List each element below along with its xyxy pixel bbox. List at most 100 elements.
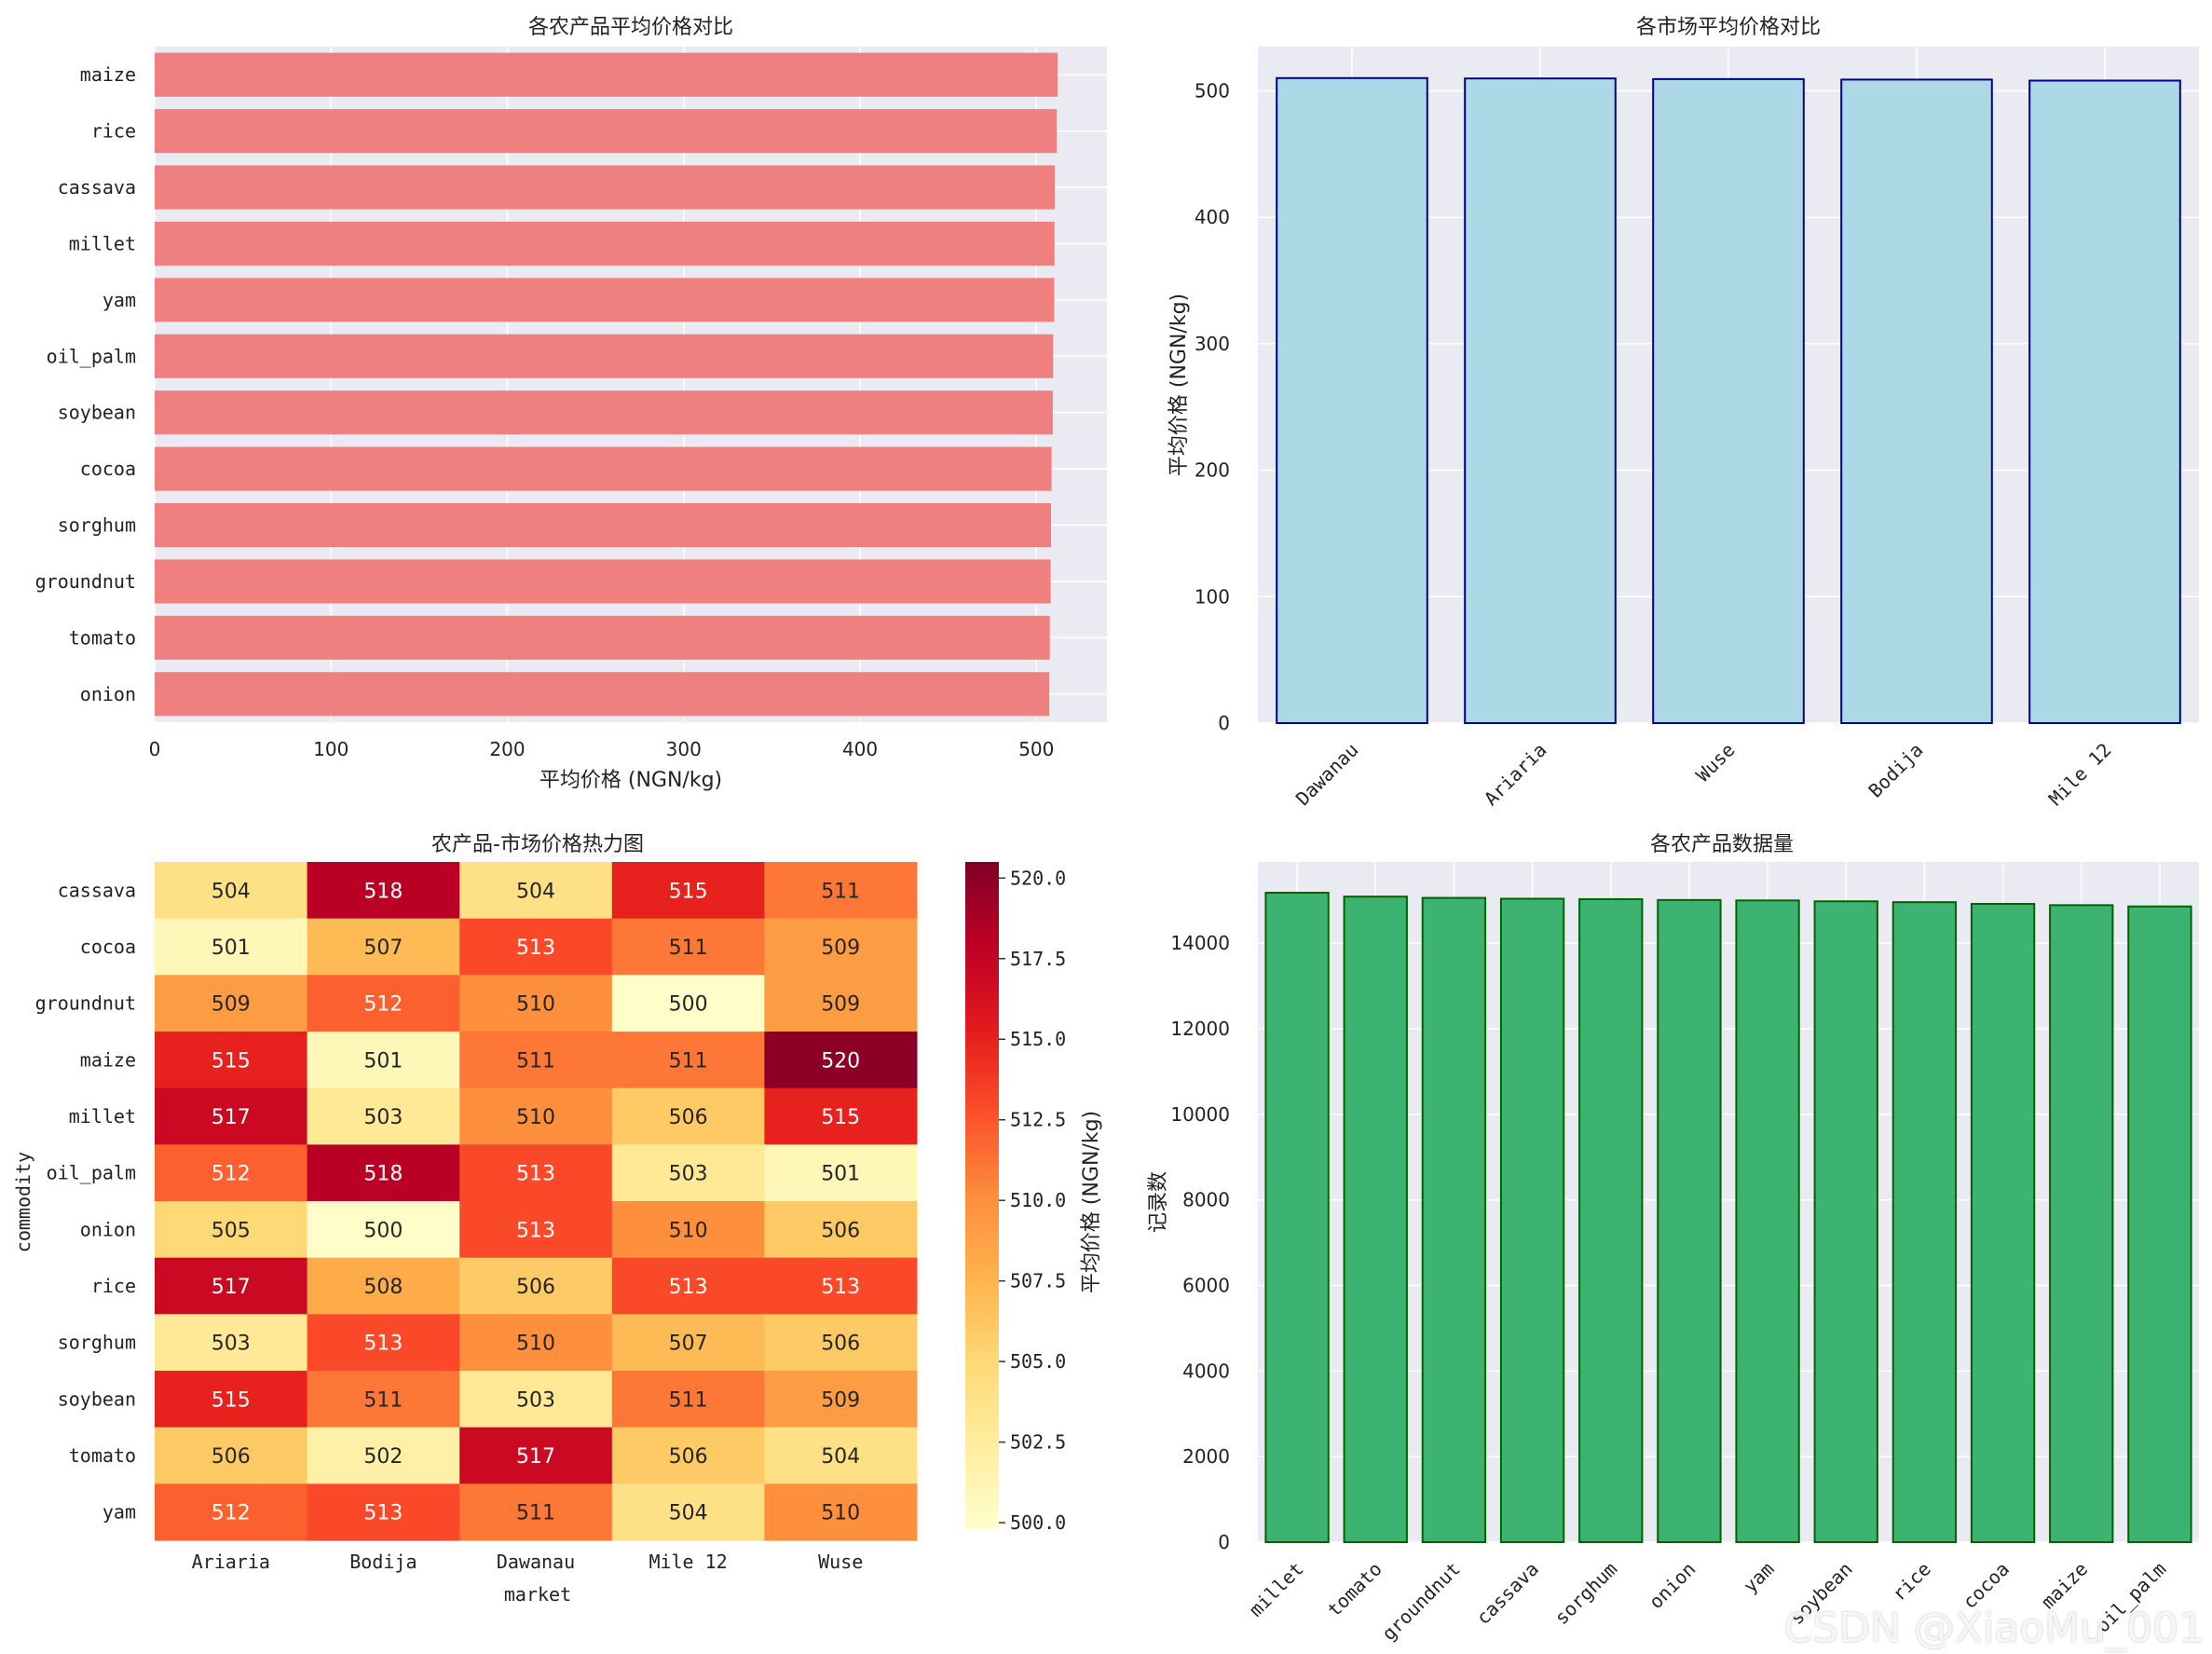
cell-value-label: 511 (669, 1049, 708, 1073)
heatmap-cell (459, 1201, 613, 1259)
heatmap-cell (459, 1144, 613, 1202)
cell-value-label: 509 (821, 993, 860, 1017)
x-tick-label: Mile 12 (649, 1551, 727, 1573)
cell-value-label: 515 (212, 1388, 251, 1412)
y-tick-label: maize (80, 63, 136, 86)
chart-title: 各市场平均价格对比 (1636, 16, 1821, 39)
heatmap-cell (459, 918, 613, 976)
heatmap-cell (155, 1257, 308, 1315)
cell-value-label: 518 (363, 1163, 403, 1186)
y-tick-label: millet (69, 232, 136, 254)
heatmap-cell (155, 1201, 308, 1259)
cell-value-label: 503 (516, 1388, 555, 1412)
cell-value-label: 506 (821, 1333, 860, 1356)
x-tick-label: Dawanau (1291, 739, 1363, 811)
bar-cocoa (1970, 902, 2036, 1543)
y-tick-label: 2000 (1182, 1445, 1230, 1468)
y-axis-label: 记录数 (1147, 1171, 1170, 1233)
bar-oil_palm (2127, 905, 2192, 1543)
bar-groundnut (155, 559, 1051, 604)
y-tick-label: rice (91, 120, 136, 143)
cell-value-label: 500 (669, 993, 708, 1017)
y-tick-label: onion (80, 1218, 136, 1240)
y-tick-label: 300 (1195, 333, 1230, 355)
heatmap-cell (764, 1144, 918, 1202)
heatmap-cell (611, 1427, 765, 1484)
bar-tomato (155, 615, 1050, 660)
chart-title: 各农产品平均价格对比 (528, 16, 733, 39)
cell-value-label: 502 (363, 1445, 403, 1469)
heatmap-cell (459, 1087, 613, 1145)
y-tick-label: 10000 (1170, 1103, 1230, 1126)
heatmap-cell (459, 975, 613, 1032)
colorbar-tick-label: 500.0 (1010, 1511, 1066, 1534)
x-tick-label: Wuse (818, 1551, 863, 1573)
cell-value-label: 511 (669, 1388, 708, 1412)
heatmap-cell (459, 1371, 613, 1428)
x-tick-label: sorghum (1550, 1558, 1622, 1630)
y-axis-label: commodity (12, 1152, 34, 1252)
heatmap-cell (764, 1032, 918, 1089)
bar-sorghum (1578, 897, 1644, 1543)
commodity-avg-price-chart: 0 100 200 300 400 500 maize rice cassava millet y… (35, 16, 1107, 792)
heatmap-cell (307, 1257, 460, 1315)
cell-value-label: 513 (363, 1333, 403, 1356)
colorbar-tick-label: 502.5 (1010, 1431, 1066, 1454)
bar-soybean (1813, 900, 1878, 1543)
y-tick-label: sorghum (58, 514, 136, 537)
heatmap-cell (764, 1257, 918, 1315)
x-tick-label: millet (1245, 1558, 1308, 1621)
x-tick-label: Bodija (349, 1551, 416, 1573)
y-tick-label: 12000 (1170, 1018, 1230, 1040)
y-tick-label: groundnut (35, 992, 136, 1015)
x-tick-label: Bodija (1864, 739, 1927, 802)
y-tick-label: 6000 (1182, 1275, 1230, 1297)
heatmap-cell (611, 1483, 765, 1541)
heatmap-cell (459, 1314, 613, 1372)
heatmap-cell (307, 975, 460, 1032)
heatmap-cell (155, 862, 308, 920)
cell-value-label: 504 (821, 1445, 860, 1469)
cell-value-label: 506 (516, 1276, 555, 1299)
bar-millet (155, 221, 1055, 267)
cell-value-label: 517 (516, 1445, 555, 1469)
cell-value-label: 510 (516, 1106, 555, 1129)
heatmap-cell (155, 1032, 308, 1089)
x-tick-label: tomato (1323, 1558, 1386, 1621)
heatmap-cell (611, 862, 765, 920)
cell-value-label: 506 (669, 1445, 708, 1469)
heatmap-cell (764, 1483, 918, 1541)
bar-ariaria (1464, 77, 1617, 724)
heatmap-cell (307, 918, 460, 976)
cell-value-label: 501 (363, 1049, 403, 1073)
cell-value-label: 512 (212, 1502, 251, 1525)
y-tick-label: groundnut (35, 570, 136, 593)
heatmap-cell (764, 1087, 918, 1145)
heatmap-cell (459, 862, 613, 920)
bar-rice (155, 109, 1058, 154)
heatmap-cell (155, 1314, 308, 1372)
heatmap-cell (307, 1483, 460, 1541)
cell-value-label: 510 (821, 1502, 860, 1525)
bar-yam (155, 278, 1055, 322)
cell-value-label: 506 (821, 1219, 860, 1242)
cell-value-label: 509 (212, 993, 251, 1017)
heatmap-cell (155, 1483, 308, 1541)
x-tick-label: 200 (489, 738, 525, 760)
bar-wuse (1652, 77, 1805, 725)
y-tick-label: 0 (1218, 712, 1230, 734)
x-tick-label: onion (1645, 1558, 1700, 1614)
heatmap-cell (459, 1427, 613, 1484)
heatmap-cell (764, 1314, 918, 1372)
watermark: CSDN @XiaoMu_001 (1783, 1605, 2205, 1652)
cell-value-label: 504 (212, 880, 251, 903)
x-axis-label: 平均价格 (NGN/kg) (539, 769, 722, 792)
bar-dawanau (1276, 76, 1428, 724)
heatmap-cell (307, 1087, 460, 1145)
cell-value-label: 507 (363, 936, 403, 960)
x-tick-label: 400 (842, 738, 878, 760)
heatmap-cell (611, 1257, 765, 1315)
x-tick-label: rice (1888, 1558, 1935, 1606)
y-tick-label: tomato (69, 626, 136, 649)
